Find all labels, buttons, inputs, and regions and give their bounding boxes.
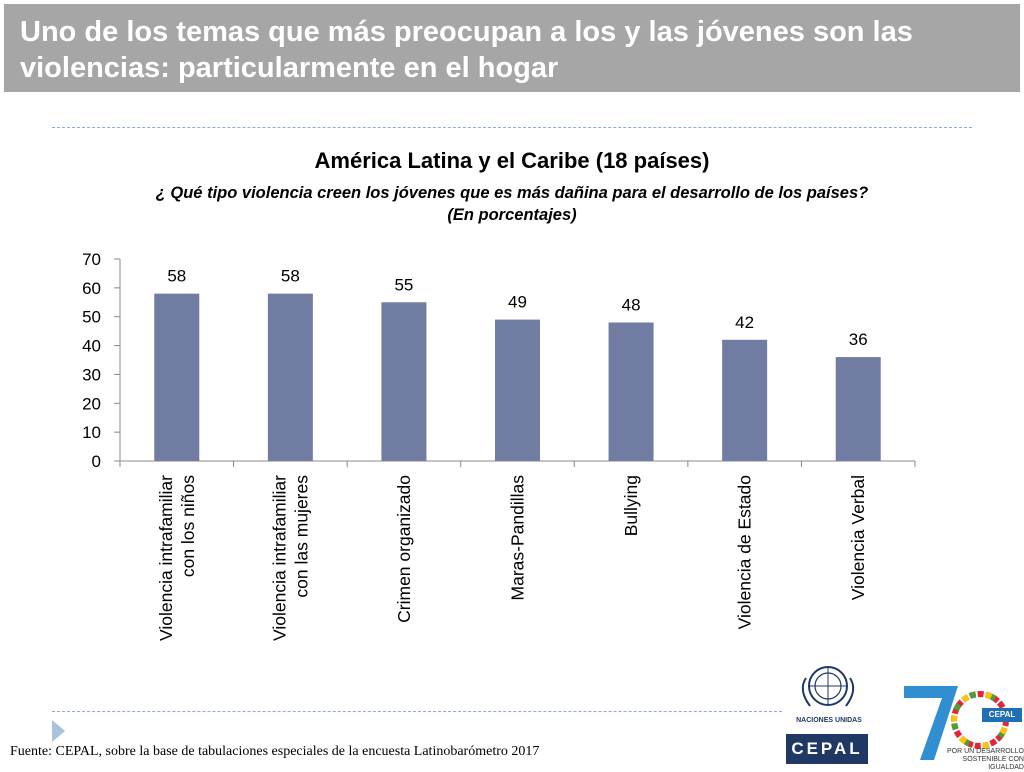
bar [495, 319, 540, 461]
bar [835, 357, 881, 461]
y-tick-label: 50 [82, 308, 101, 327]
category-label: Violencia Verbal [848, 475, 868, 600]
y-tick-label: 10 [82, 423, 101, 442]
bar [381, 302, 427, 461]
category-label-line: Crimen organizado [394, 475, 414, 623]
category-label: Violencia de Estado [735, 475, 755, 629]
data-label: 49 [508, 293, 527, 312]
category-label: Bullying [621, 475, 641, 536]
chart-subtitle: ¿ Qué tipo violencia creen los jóvenes q… [0, 182, 1024, 226]
category-label-line: Violencia intrafamiliar [156, 475, 176, 641]
category-label-line: con las mujeres [291, 475, 311, 598]
anniversary-text-line2: SOSTENIBLE CON IGUALDAD [962, 756, 1024, 771]
y-tick-label: 40 [82, 337, 101, 356]
data-label: 55 [394, 275, 413, 294]
anniversary-text: POR UN DESARROLLO SOSTENIBLE CON IGUALDA… [928, 748, 1024, 772]
source-note: Fuente: CEPAL, sobre la base de tabulaci… [10, 744, 540, 759]
page-title: Uno de los temas que más preocupan a los… [20, 16, 913, 84]
category-label-line: Violencia de Estado [735, 475, 755, 629]
chart-subtitle-units: (En porcentajes) [447, 206, 577, 224]
header-band: Uno de los temas que más preocupan a los… [4, 4, 1020, 92]
bottom-divider [52, 711, 782, 712]
category-label: Violencia intrafamiliar con los niños [156, 475, 198, 641]
category-label-line: Violencia intrafamiliar [269, 475, 289, 641]
category-label-line: Maras-Pandillas [508, 475, 528, 601]
un-emblem-icon [801, 666, 855, 707]
category-label: Crimen organizado [394, 475, 414, 623]
cepal-logo: CEPAL [786, 734, 868, 764]
anniversary-badge: CEPAL [982, 708, 1022, 722]
y-tick-label: 20 [82, 394, 101, 413]
category-label: Violencia intrafamiliar con las mujeres [269, 475, 311, 641]
bar [267, 293, 313, 461]
data-label: 58 [167, 267, 186, 286]
y-tick-label: 60 [82, 279, 101, 298]
category-label-line: Violencia Verbal [848, 475, 868, 600]
category-label-line: con los niños [178, 475, 198, 577]
chart-title: América Latina y el Caribe (18 países) [314, 148, 710, 173]
anniversary-text-line1: POR UN DESARROLLO [946, 748, 1024, 755]
data-label: 36 [849, 330, 868, 349]
bar [154, 293, 200, 461]
bar [608, 322, 654, 461]
chart-subtitle-question: ¿ Qué tipo violencia creen los jóvenes q… [155, 184, 869, 202]
data-label: 48 [622, 295, 641, 314]
y-tick-label: 0 [92, 452, 101, 471]
category-label-line: Bullying [621, 475, 641, 536]
y-tick-label: 30 [82, 365, 101, 384]
un-label: NACIONES UNIDAS [796, 717, 862, 724]
bar [722, 339, 768, 461]
top-divider [52, 127, 972, 128]
data-label: 58 [281, 267, 300, 286]
category-label: Maras-Pandillas [508, 475, 528, 601]
y-tick-label: 70 [82, 250, 101, 269]
data-label: 42 [735, 313, 754, 332]
arrow-right-icon [52, 720, 65, 742]
